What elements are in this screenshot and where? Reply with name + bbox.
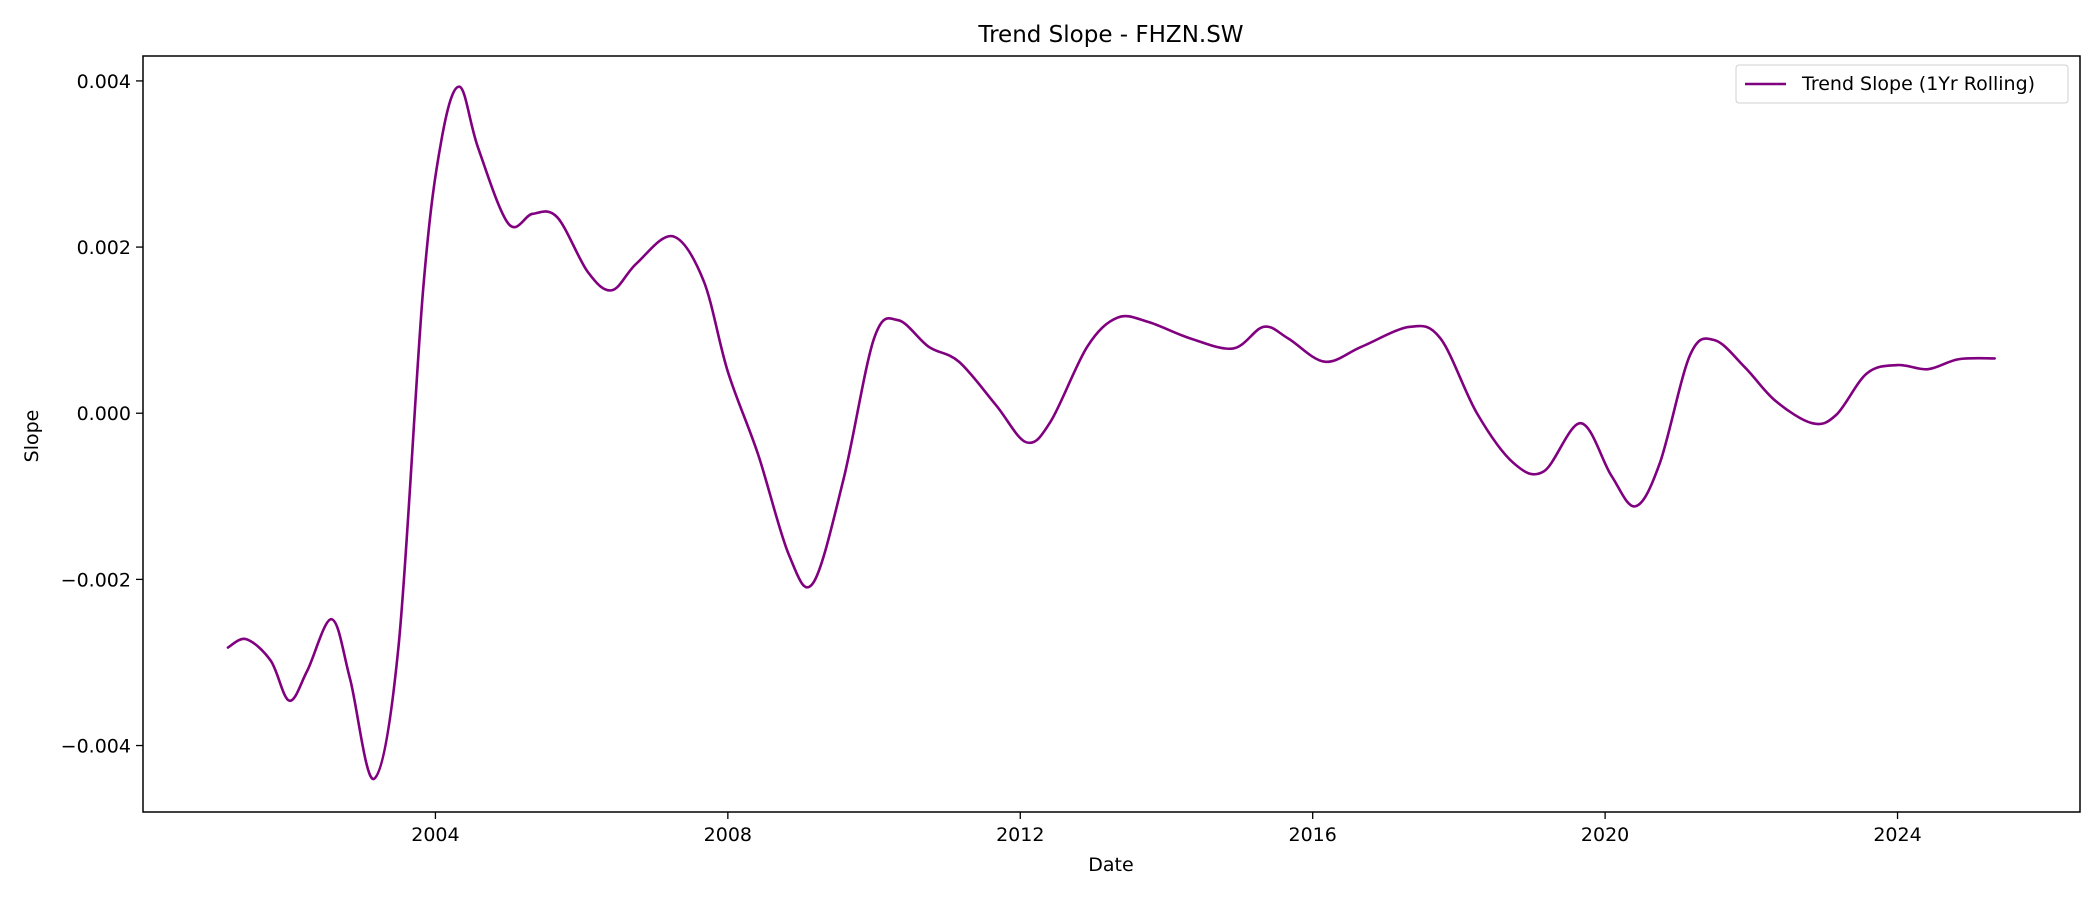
x-tick-label: 2008 bbox=[704, 824, 752, 846]
chart-title: Trend Slope - FHZN.SW bbox=[977, 22, 1243, 48]
x-tick-label: 2020 bbox=[1581, 824, 1629, 846]
legend: Trend Slope (1Yr Rolling) bbox=[1735, 64, 2069, 104]
legend-box bbox=[1735, 64, 2069, 104]
x-tick-label: 2012 bbox=[996, 824, 1044, 846]
x-axis-label: Date bbox=[1088, 854, 1133, 876]
y-tick-label: 0.002 bbox=[77, 237, 131, 259]
plot-area: 2004 2008 2012 2016 2020 2024 0.004 0.002 0.000 −… bbox=[61, 55, 2081, 846]
x-tick-label: 2016 bbox=[1289, 824, 1337, 846]
y-axis-label: Slope bbox=[21, 410, 43, 463]
x-tick-label: 2004 bbox=[411, 824, 459, 846]
y-tick-label: −0.002 bbox=[61, 569, 131, 591]
y-tick-label: 0.000 bbox=[77, 403, 131, 425]
legend-entry-label: Trend Slope (1Yr Rolling) bbox=[1801, 73, 2035, 95]
x-tick-label: 2024 bbox=[1873, 824, 1921, 846]
y-tick-label: −0.004 bbox=[61, 736, 131, 758]
series-line-trend-slope bbox=[226, 85, 1996, 781]
y-tick-label: 0.004 bbox=[77, 71, 131, 93]
axes-frame bbox=[142, 55, 2081, 813]
